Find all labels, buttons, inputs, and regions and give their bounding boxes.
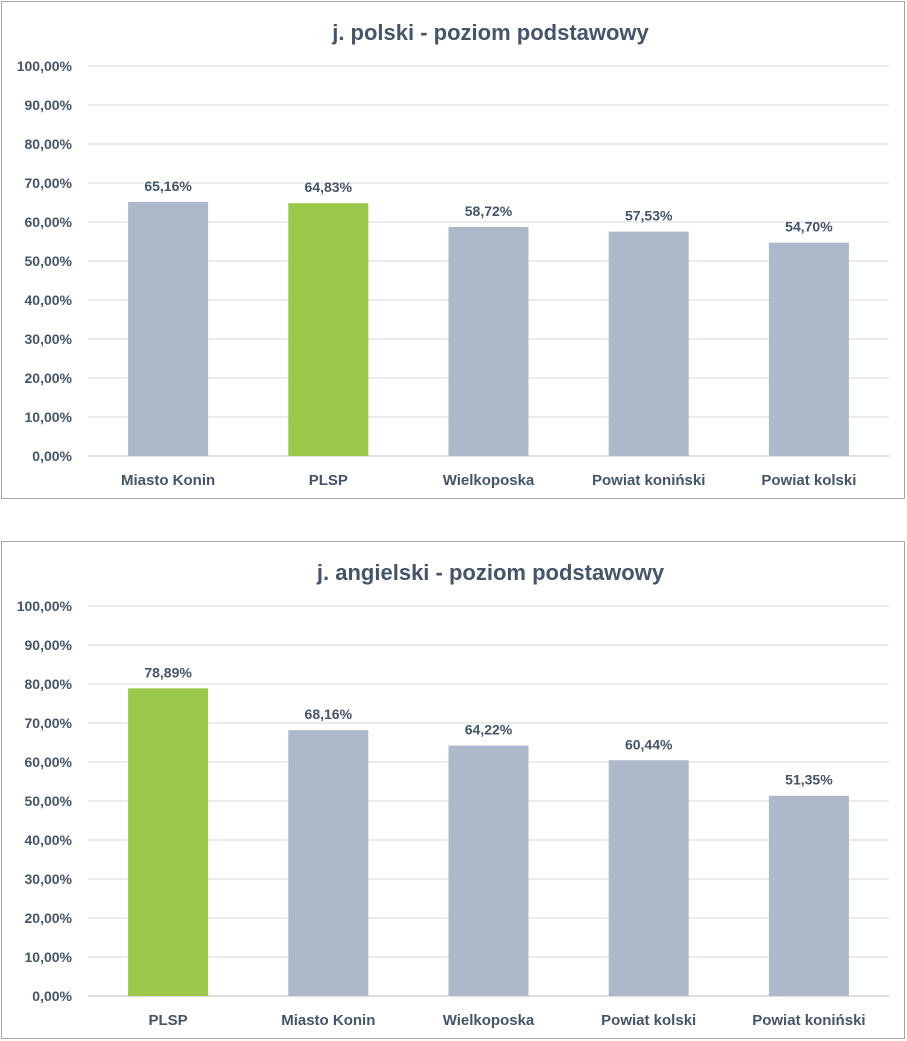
bar: [128, 688, 209, 996]
y-tick-label: 100,00%: [17, 58, 73, 74]
data-label: 65,16%: [144, 178, 192, 194]
x-tick-label: PLSP: [309, 472, 348, 489]
x-tick-label: Wielkoposka: [443, 472, 535, 489]
chart-panel-english: j. angielski - poziom podstawowy 0,00% 10,…: [1, 541, 905, 1039]
y-tick-label: 50,00%: [25, 793, 73, 809]
x-tick-label: Powiat koniński: [752, 1012, 865, 1029]
y-tick-label: 90,00%: [25, 637, 73, 653]
y-tick-label: 0,00%: [32, 448, 72, 464]
chart-title: j. angielski - poziom podstawowy: [316, 560, 665, 585]
y-tick-label: 100,00%: [17, 598, 73, 614]
chart-english: j. angielski - poziom podstawowy 0,00% 10,…: [17, 560, 889, 1029]
bar: [768, 795, 849, 996]
y-tick-label: 80,00%: [25, 676, 73, 692]
y-tick-label: 10,00%: [25, 949, 73, 965]
y-tick-label: 30,00%: [25, 331, 73, 347]
y-tick-label: 70,00%: [25, 715, 73, 731]
data-label: 64,22%: [465, 722, 513, 738]
bar: [128, 201, 209, 456]
x-tick-label: Miasto Konin: [121, 472, 215, 489]
bar: [448, 226, 529, 456]
chart-polish: j. polski - poziom podstawowy 0,00% 10,00%…: [17, 20, 889, 489]
y-tick-label: 60,00%: [25, 214, 73, 230]
y-tick-label: 80,00%: [25, 136, 73, 152]
chart-panel-polish: j. polski - poziom podstawowy 0,00% 10,00%…: [1, 1, 905, 499]
x-tick-label: Powiat koniński: [592, 472, 705, 489]
y-tick-label: 20,00%: [25, 910, 73, 926]
x-tick-label: Miasto Konin: [281, 1012, 375, 1029]
y-tick-label: 70,00%: [25, 175, 73, 191]
data-label: 57,53%: [625, 208, 673, 224]
y-tick-label: 60,00%: [25, 754, 73, 770]
data-label: 64,83%: [305, 179, 353, 195]
bar: [288, 203, 369, 456]
data-label: 54,70%: [785, 219, 833, 235]
data-label: 68,16%: [305, 706, 353, 722]
y-tick-label: 30,00%: [25, 871, 73, 887]
bar: [608, 231, 689, 456]
y-tick-label: 40,00%: [25, 832, 73, 848]
y-tick-label: 40,00%: [25, 292, 73, 308]
x-tick-label: Powiat kolski: [601, 1012, 696, 1029]
data-label: 58,72%: [465, 203, 513, 219]
bar: [448, 745, 529, 996]
x-tick-label: PLSP: [149, 1012, 188, 1029]
chart-title: j. polski - poziom podstawowy: [331, 20, 649, 45]
y-tick-label: 20,00%: [25, 370, 73, 386]
bar: [288, 730, 369, 996]
y-tick-label: 0,00%: [32, 988, 72, 1004]
y-tick-label: 90,00%: [25, 97, 73, 113]
x-tick-label: Wielkoposka: [443, 1012, 535, 1029]
bar: [768, 242, 849, 456]
x-tick-label: Powiat kolski: [761, 472, 856, 489]
y-tick-label: 10,00%: [25, 409, 73, 425]
y-tick-label: 50,00%: [25, 253, 73, 269]
data-label: 60,44%: [625, 736, 673, 752]
bar: [608, 760, 689, 996]
data-label: 51,35%: [785, 772, 833, 788]
data-label: 78,89%: [144, 664, 192, 680]
